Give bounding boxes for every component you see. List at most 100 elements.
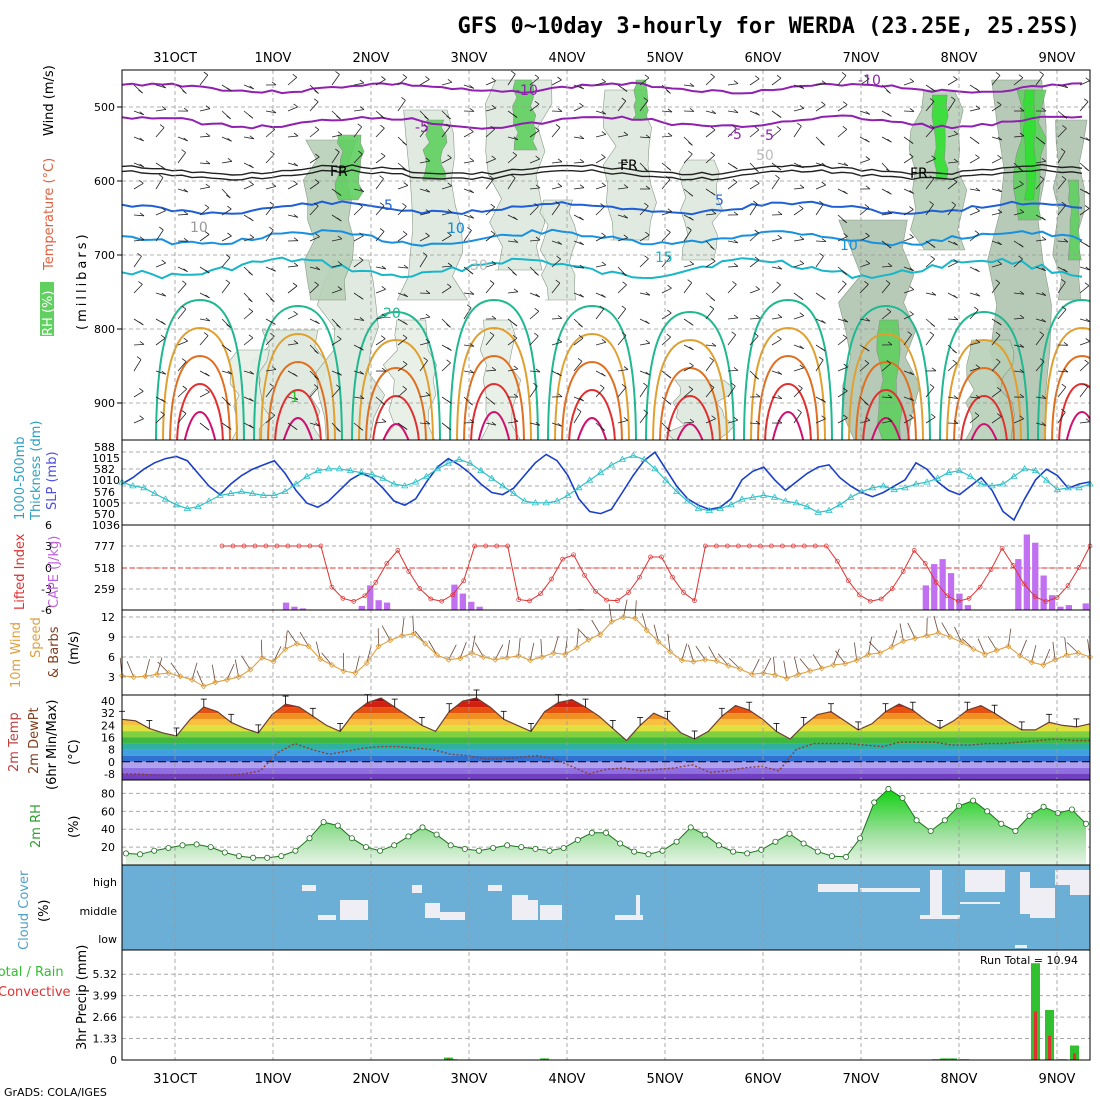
wind-barb [199, 162, 211, 165]
wind-barb [798, 205, 804, 209]
wind-barb [358, 256, 364, 261]
wind-barb [293, 103, 298, 108]
rh-marker [405, 833, 412, 840]
wind-barb [591, 619, 601, 635]
wind-barb [1018, 167, 1023, 172]
cloud-block [318, 915, 336, 920]
wind10-label-3: & Barbs [47, 626, 62, 678]
wind-speed-marker [1016, 652, 1024, 659]
wind-barb [419, 341, 431, 346]
wind-barb [773, 657, 776, 676]
wind-barb [155, 337, 166, 346]
wind-barb [557, 393, 563, 398]
wind-barb [139, 321, 144, 326]
wind-barb [181, 149, 186, 153]
wind-barb [314, 202, 319, 207]
wind-barb [688, 192, 694, 197]
thickness-marker [585, 476, 594, 483]
wind-speed-marker [282, 645, 289, 653]
wind-barb [249, 135, 255, 140]
wind-barb [995, 331, 1001, 336]
wind-barb [975, 105, 981, 110]
wind-barb [837, 417, 848, 424]
lifted-index-marker [527, 598, 532, 604]
wind-barb [667, 284, 672, 289]
cloud-block [528, 900, 538, 920]
precip-tick-label: 5.32 [93, 968, 118, 981]
wind-barb [204, 231, 210, 235]
precip-conv-label: Convective [0, 985, 71, 1000]
wind-barb [155, 370, 166, 375]
temperature-contour [282, 416, 314, 440]
wind-barb [491, 260, 497, 265]
rh-marker [1012, 828, 1019, 835]
wind-speed-marker [212, 679, 219, 686]
wind-speed-marker [177, 673, 184, 680]
rh-marker [560, 845, 567, 852]
wind-barb [273, 646, 282, 662]
wind-barb [797, 122, 802, 127]
wind-barb [287, 183, 298, 190]
rh-marker [715, 842, 722, 849]
rh-marker [250, 854, 257, 861]
rh-marker [659, 847, 666, 854]
day-label-top: 1NOV [255, 51, 292, 66]
wind-barb [573, 161, 585, 164]
thickness-marker [1042, 476, 1051, 483]
wind-barb [771, 177, 780, 190]
wind-barb [953, 241, 958, 246]
wind-barb [733, 416, 739, 421]
lifted-index-marker [1021, 581, 1027, 587]
wind-barb [447, 347, 452, 351]
rh-marker [984, 808, 991, 815]
wind-barb [375, 205, 385, 216]
wind-barb [859, 318, 870, 322]
thickness-label-1: 1000-500mb [13, 436, 28, 520]
wind-barb [419, 255, 428, 268]
wind-barb [783, 660, 788, 679]
wind-barb [491, 315, 497, 320]
wind-barb [337, 261, 343, 265]
rh-marker [574, 836, 581, 843]
wind-barb [991, 263, 1002, 268]
wind-barb [260, 639, 263, 658]
lifted-index-marker [252, 543, 258, 549]
wind-barb [425, 313, 431, 318]
wind-barb [777, 265, 783, 270]
lifted-index-marker [626, 590, 631, 595]
lifted-index-marker [461, 578, 467, 584]
wind-barb [265, 204, 275, 216]
wind-barb [579, 135, 585, 140]
wind-barb [754, 375, 759, 380]
wind-barb [975, 364, 981, 369]
wind-barb [299, 631, 309, 647]
wind-speed-marker [258, 654, 266, 661]
rh-tick-label: 60 [101, 805, 115, 818]
rh-label: RH (%) [41, 291, 56, 336]
thickness-marker [803, 502, 811, 510]
lifted-index-marker [395, 548, 401, 553]
wind-barb [1079, 101, 1089, 112]
wind-barb [314, 126, 320, 131]
thickness-marker [216, 491, 224, 498]
wind-barb [139, 111, 144, 116]
wind-barb [667, 208, 673, 213]
wind-barb [1019, 208, 1025, 213]
wind-speed-marker [527, 657, 534, 664]
wind-barb [1042, 648, 1051, 666]
wind-barb [353, 370, 364, 375]
wind-barb [843, 387, 848, 392]
thickness-marker [651, 465, 659, 472]
wind-barb [623, 366, 629, 370]
wind-barb [446, 426, 452, 431]
wind-barb [494, 644, 504, 660]
wind-barb [1041, 267, 1046, 272]
wind-barb [221, 370, 232, 375]
wind-barb [727, 181, 738, 190]
lifted-index-marker [604, 597, 609, 603]
wind-barb [793, 125, 802, 138]
wind-barb [579, 397, 584, 402]
wind-barb [419, 394, 430, 398]
wind-barb [446, 399, 452, 404]
wind-barb [793, 187, 805, 190]
